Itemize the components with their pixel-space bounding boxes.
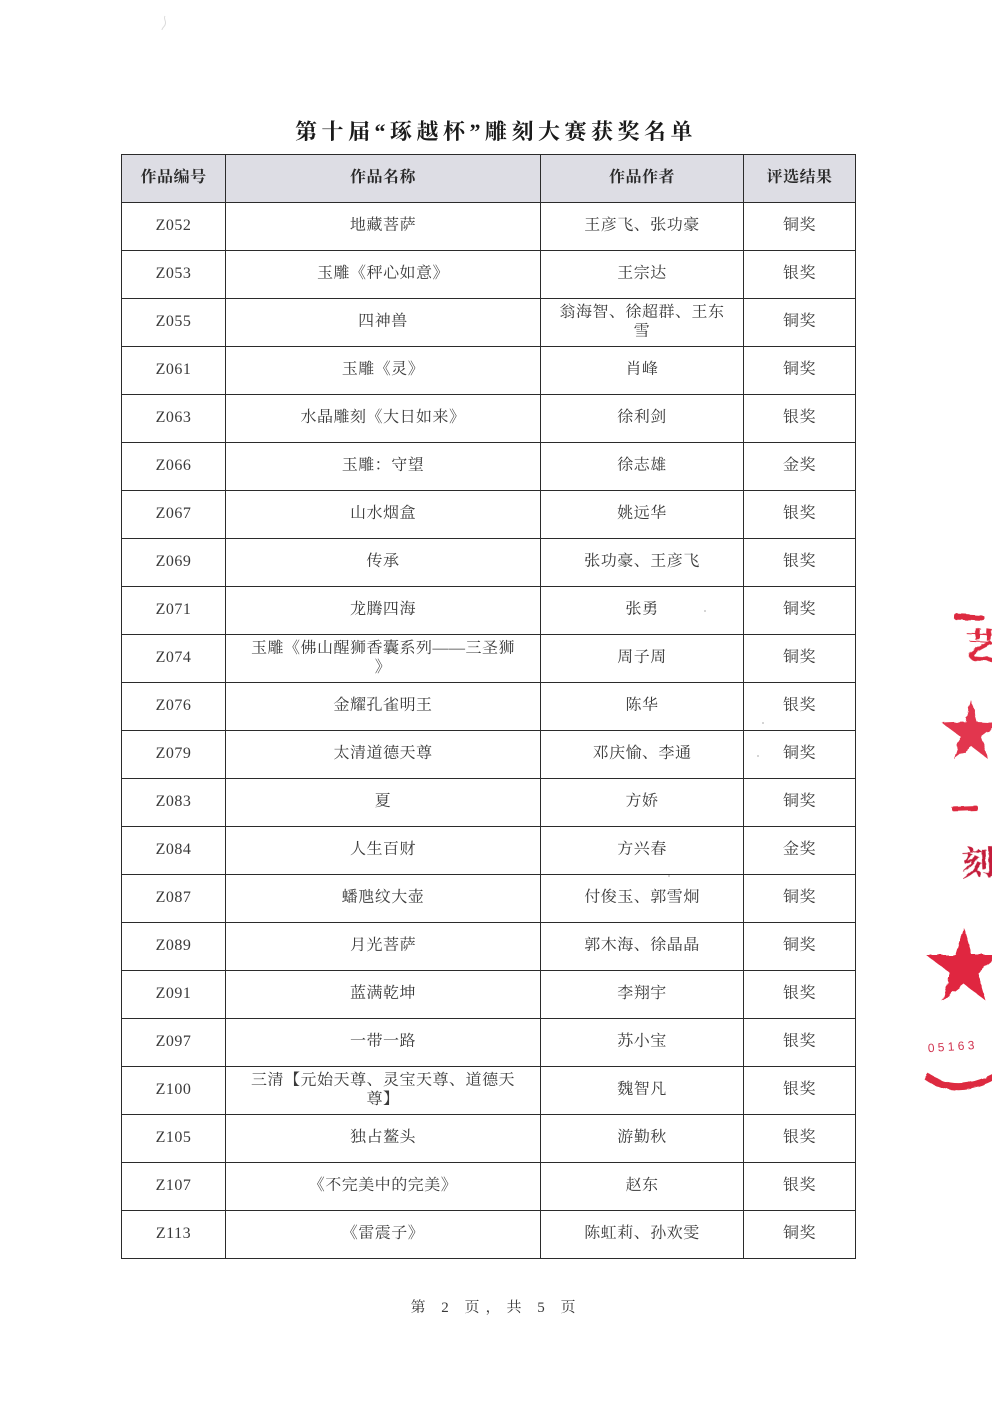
svg-text:0 5 1 6 3: 0 5 1 6 3 bbox=[927, 1038, 975, 1055]
svg-text:艺: 艺 bbox=[963, 618, 992, 671]
svg-text:刻: 刻 bbox=[960, 835, 992, 886]
